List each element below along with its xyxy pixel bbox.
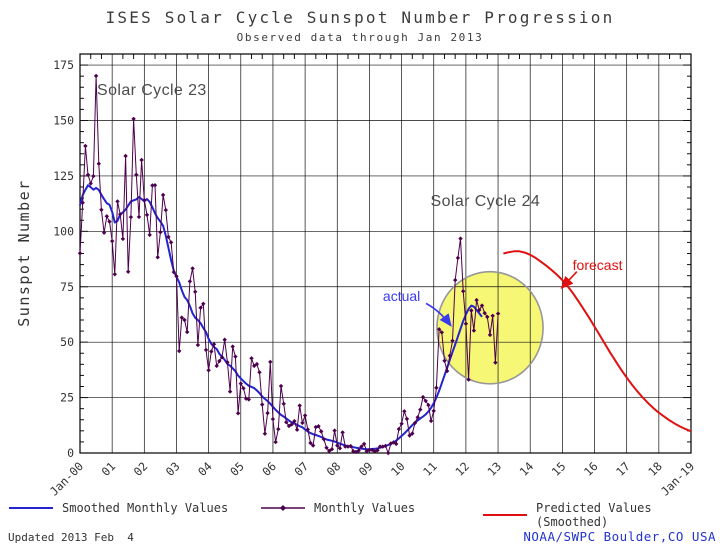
x-tick-label: 05 xyxy=(227,459,247,479)
y-tick-label: 25 xyxy=(60,391,74,405)
y-tick-label: 150 xyxy=(53,114,74,128)
legend-line-smoothed-icon xyxy=(9,507,53,509)
chart-legend: Smoothed Monthly Values Monthly Values P… xyxy=(0,501,720,529)
x-tick-label: 13 xyxy=(484,459,504,479)
legend-item-monthly: Monthly Values xyxy=(260,501,415,515)
x-tick-label: 01 xyxy=(99,459,119,479)
x-tick-label: 06 xyxy=(259,459,279,479)
page-subtitle: Observed data through Jan 2013 xyxy=(236,31,484,44)
x-tick-label: 02 xyxy=(131,459,151,479)
x-tick-label: 04 xyxy=(195,459,215,479)
legend-label-forecast: Predicted Values (Smoothed) xyxy=(536,501,652,529)
x-tick-label: 12 xyxy=(452,459,472,479)
x-tick-label: 07 xyxy=(292,459,312,479)
forecast-label: forecast xyxy=(572,256,623,273)
page-title: ISES Solar Cycle Sunspot Number Progress… xyxy=(105,8,615,27)
legend-line-forecast-icon xyxy=(483,514,527,516)
solar-cycle-23-label: Solar Cycle 23 xyxy=(97,81,207,99)
forecast-arrow xyxy=(560,271,578,290)
actual-arrow xyxy=(425,302,452,327)
credit-text: NOAA/SWPC Boulder,CO USA xyxy=(523,529,716,544)
legend-item-forecast: Predicted Values (Smoothed) xyxy=(482,501,720,529)
x-tick-label: 09 xyxy=(356,459,376,479)
x-tick-label: 17 xyxy=(613,459,633,479)
series-line-forecast xyxy=(503,250,692,433)
x-tick-label: 08 xyxy=(324,459,344,479)
x-tick-label: 14 xyxy=(517,459,537,479)
legend-label-monthly: Monthly Values xyxy=(314,501,416,515)
y-tick-label: 125 xyxy=(53,169,74,183)
x-tick-label: 10 xyxy=(388,459,408,479)
y-tick-label: 75 xyxy=(60,280,74,294)
axis-ticks xyxy=(80,54,691,443)
updated-timestamp: Updated 2013 Feb 4 xyxy=(8,531,134,544)
y-tick-label: 50 xyxy=(60,335,74,349)
legend-line-monthly-icon xyxy=(261,505,305,511)
y-tick-label: 0 xyxy=(67,446,74,460)
solar-cycle-24-label: Solar Cycle 24 xyxy=(430,192,541,210)
x-tick-label: 03 xyxy=(163,459,183,479)
gridlines xyxy=(80,54,691,453)
x-tick-label: Jan-19 xyxy=(658,459,697,498)
x-tick-label: 15 xyxy=(549,459,569,479)
y-tick-label: 100 xyxy=(53,224,74,238)
actual-label: actual xyxy=(382,287,421,304)
x-tick-label: 16 xyxy=(581,459,601,479)
x-tick-label: 11 xyxy=(420,459,440,479)
legend-label-smoothed: Smoothed Monthly Values xyxy=(62,501,229,515)
highlight-circle-outline xyxy=(436,270,544,385)
x-tick-label: 18 xyxy=(645,459,665,479)
legend-item-smoothed: Smoothed Monthly Values xyxy=(8,501,228,515)
x-tick-label: Jan-00 xyxy=(47,459,86,498)
y-tick-label: 175 xyxy=(53,58,74,72)
